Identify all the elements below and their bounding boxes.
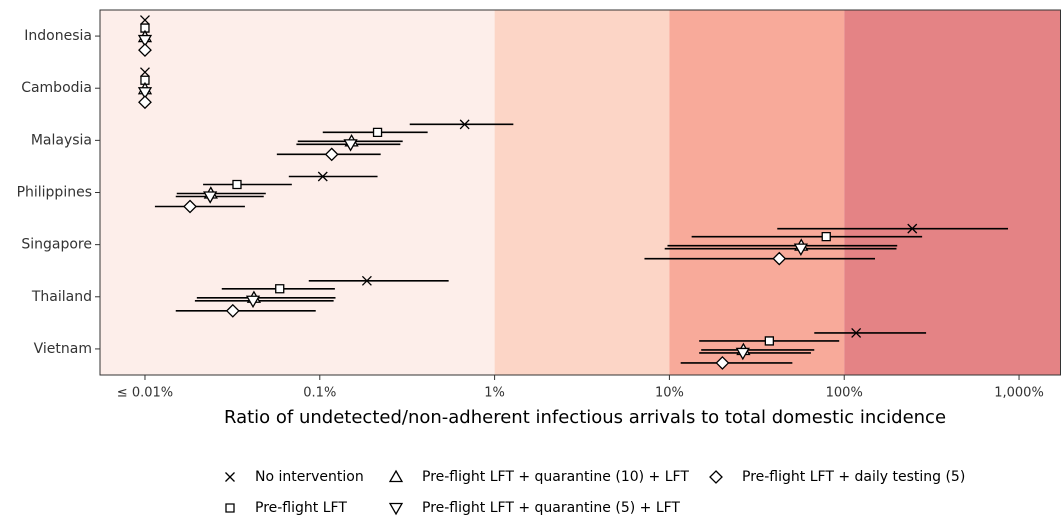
point xyxy=(764,336,775,346)
risk-band xyxy=(669,10,845,375)
y-tick-label: Singapore xyxy=(21,237,92,253)
y-tick-label: Indonesia xyxy=(24,28,92,44)
y-tick-label: Thailand xyxy=(31,289,92,305)
point xyxy=(715,356,730,370)
legend-item: Pre-flight LFT + quarantine (5) + LFT xyxy=(388,500,680,516)
x-tick-label: 1,000% xyxy=(994,386,1044,401)
x-tick-label: ≤ 0.01% xyxy=(117,386,173,401)
point xyxy=(225,303,240,318)
y-tick-label: Vietnam xyxy=(34,341,92,357)
point xyxy=(137,87,153,100)
y-tick-label: Cambodia xyxy=(21,80,92,96)
legend-item: Pre-flight LFT xyxy=(225,500,347,516)
x-tick-label: 0.1% xyxy=(303,386,336,401)
point xyxy=(772,251,787,266)
point xyxy=(140,75,150,85)
legend-item: Pre-flight LFT + quarantine (10) + LFT xyxy=(388,469,689,485)
legend-label: Pre-flight LFT + quarantine (5) + LFT xyxy=(422,500,680,516)
point xyxy=(317,171,328,182)
legend-label: No intervention xyxy=(255,469,364,485)
risk-band xyxy=(494,10,670,375)
risk-band xyxy=(100,10,495,375)
legend-label: Pre-flight LFT xyxy=(255,500,347,516)
point xyxy=(140,67,150,78)
point xyxy=(735,347,750,361)
point xyxy=(275,284,285,294)
legend-item: No intervention xyxy=(225,469,364,485)
legend-symbol xyxy=(388,469,404,483)
x-tick-label: 100% xyxy=(826,386,863,401)
legend-symbol xyxy=(709,470,723,484)
x-tick-label: 1% xyxy=(484,386,505,401)
point xyxy=(137,34,153,48)
x-axis-title: Ratio of undetected/non-adherent infecti… xyxy=(224,407,946,428)
point xyxy=(140,15,150,26)
point xyxy=(324,147,339,162)
y-tick-label: Philippines xyxy=(17,185,92,201)
legend-label: Pre-flight LFT + daily testing (5) xyxy=(742,469,965,485)
legend-symbol xyxy=(225,503,235,513)
point xyxy=(138,95,152,110)
risk-band xyxy=(844,10,1061,375)
point xyxy=(851,327,862,338)
point xyxy=(821,231,831,242)
legend-label: Pre-flight LFT + quarantine (10) + LFT xyxy=(422,469,689,485)
point xyxy=(907,223,918,234)
legend-symbol xyxy=(225,472,235,482)
point xyxy=(459,119,470,130)
point xyxy=(203,191,218,204)
point xyxy=(245,295,261,309)
point xyxy=(138,43,152,57)
point xyxy=(793,243,808,256)
point xyxy=(232,179,242,190)
y-tick-label: Malaysia xyxy=(31,132,92,148)
point xyxy=(343,139,358,152)
point xyxy=(372,127,383,138)
legend-symbol xyxy=(388,502,404,516)
x-tick-label: 10% xyxy=(655,386,684,401)
legend-item: Pre-flight LFT + daily testing (5) xyxy=(709,469,965,485)
point xyxy=(140,23,150,33)
point xyxy=(183,199,197,214)
point xyxy=(361,275,372,286)
